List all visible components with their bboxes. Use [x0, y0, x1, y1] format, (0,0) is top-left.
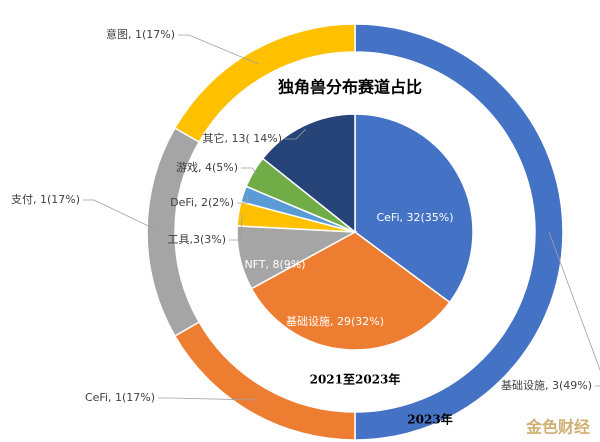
data-label: 游戏, 4(5%) [176, 161, 238, 174]
chart-title: 独角兽分布赛道占比 [278, 78, 422, 97]
watermark: 金色财经 [525, 418, 590, 437]
data-label: 支付, 1(17%) [11, 193, 80, 206]
leader-line [229, 214, 243, 241]
slice [250, 231, 451, 351]
data-label: 意图, 1(17%) [106, 27, 175, 41]
leader-line [83, 199, 162, 233]
leader-line [178, 34, 259, 65]
data-label: 基础设施, 3(49%) [501, 379, 592, 392]
data-label: NFT, 8(9%) [244, 258, 305, 271]
data-label: DeFi, 2(2%) [170, 196, 234, 209]
slice [261, 113, 356, 234]
leader-line [548, 231, 600, 387]
leader-line [158, 397, 259, 401]
series-name: 2023年 [407, 412, 452, 427]
data-label: CeFi, 32(35%) [376, 211, 453, 224]
data-label: CeFi, 1(17%) [85, 391, 155, 404]
leader-line [237, 195, 249, 204]
series-name: 2021至2023年 [310, 372, 401, 387]
leader-line [241, 167, 258, 175]
slice [354, 113, 474, 304]
slice [173, 23, 356, 144]
data-label: 工具,3(3%) [167, 233, 226, 246]
leader-line [285, 129, 306, 140]
data-label: 其它, 13( 14%) [202, 131, 282, 145]
data-label: 基础设施, 29(32%) [286, 315, 384, 328]
